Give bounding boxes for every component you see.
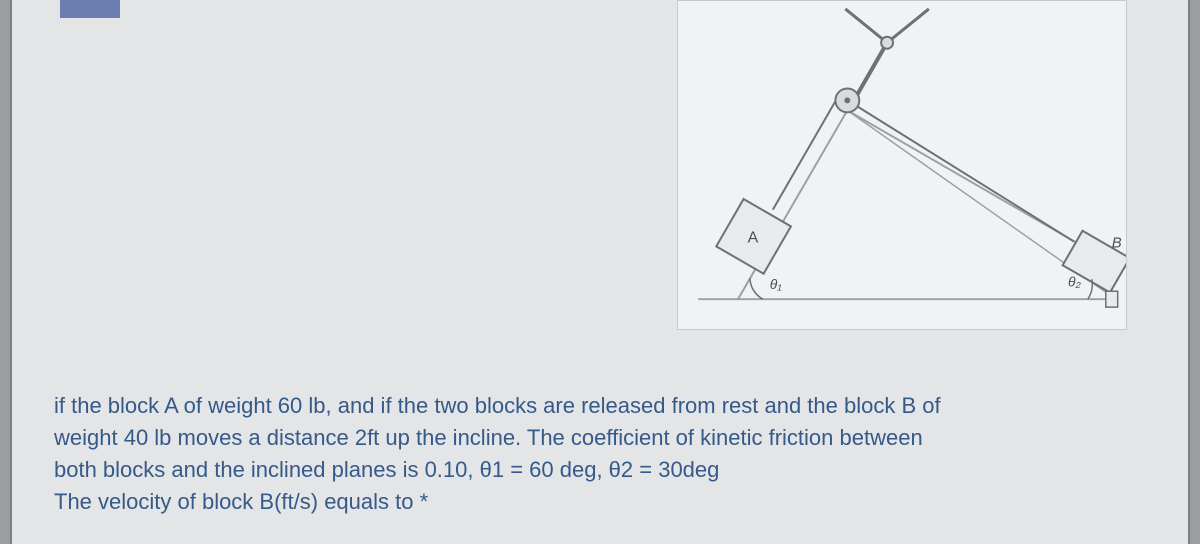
theta2-arc	[1088, 279, 1092, 299]
diagram-svg: A B θ₁ θ₂	[678, 1, 1126, 329]
support-arm-left	[845, 9, 887, 43]
physics-diagram: A B θ₁ θ₂	[677, 0, 1127, 330]
main-pulley-pin	[844, 97, 850, 103]
question-line-3: both blocks and the inclined planes is 0…	[54, 454, 1154, 486]
question-line-4: The velocity of block B(ft/s) equals to …	[54, 486, 1154, 518]
question-text: if the block A of weight 60 lb, and if t…	[54, 390, 1154, 518]
top-joint	[881, 37, 893, 49]
theta2-label: θ₂	[1068, 273, 1082, 289]
theta1-label: θ₁	[770, 276, 783, 292]
rope-right	[857, 106, 1074, 241]
page-container: A B θ₁ θ₂ if the block A of weight 60 lb…	[10, 0, 1190, 544]
question-line-1: if the block A of weight 60 lb, and if t…	[54, 390, 1154, 422]
block-a-label: A	[748, 230, 759, 247]
support-arm-right	[887, 9, 929, 43]
block-b-label: B	[1112, 235, 1122, 251]
rope-left	[773, 94, 840, 209]
base-plate	[1106, 291, 1118, 307]
selection-tab	[60, 0, 120, 18]
theta1-arc	[750, 278, 763, 299]
question-line-2: weight 40 lb moves a distance 2ft up the…	[54, 422, 1154, 454]
block-a-group: A	[716, 199, 791, 274]
